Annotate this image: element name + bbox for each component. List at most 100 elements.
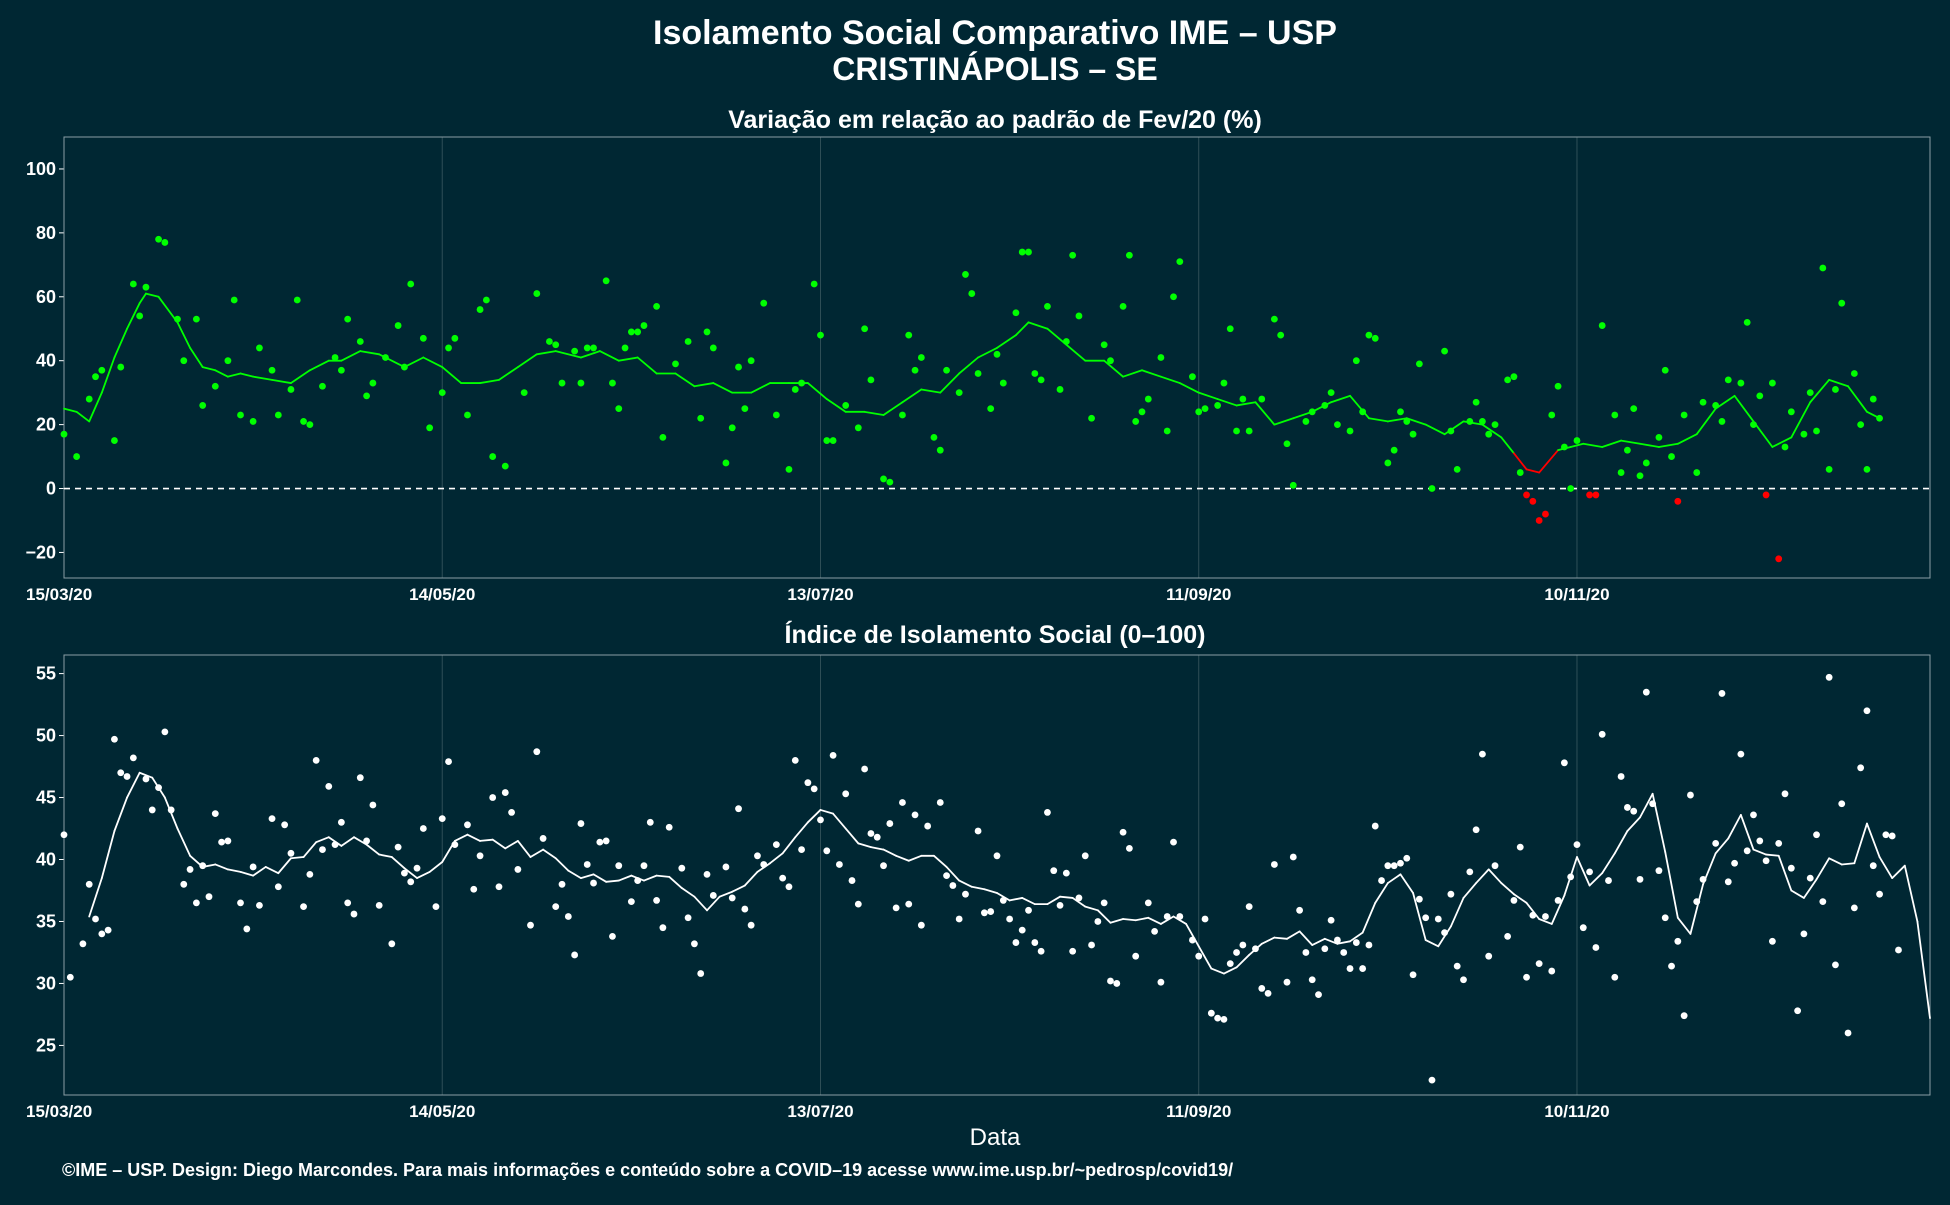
moving-average-segment: [1695, 407, 1717, 436]
variation-point: [1201, 405, 1209, 413]
index-point: [337, 818, 345, 826]
variation-point: [1573, 437, 1581, 444]
moving-average-segment: [1658, 442, 1679, 448]
variation-point: [817, 331, 824, 339]
index-point: [1592, 944, 1600, 951]
moving-average-segment: [1065, 343, 1087, 362]
variation-point: [735, 363, 742, 371]
variation-point: [911, 366, 919, 374]
variation-point: [1075, 312, 1083, 320]
variation-point: [1415, 360, 1423, 368]
variation-point: [1712, 402, 1720, 409]
index-point: [1025, 906, 1032, 914]
index-point: [1661, 914, 1669, 922]
moving-average-segment: [1361, 901, 1377, 934]
moving-average-segment: [466, 833, 481, 842]
index-point: [85, 880, 93, 888]
index-point: [419, 825, 427, 832]
index-point: [993, 852, 1001, 860]
variation-point: [571, 347, 579, 355]
index-point: [1270, 861, 1278, 868]
variation-point: [1289, 481, 1297, 489]
variation-point: [577, 379, 585, 387]
moving-average-segment: [819, 809, 834, 815]
moving-average-segment: [176, 321, 191, 349]
variation-point: [1371, 334, 1379, 342]
index-point: [1535, 960, 1543, 968]
variation-point: [1327, 389, 1335, 397]
moving-average-segment: [1525, 901, 1541, 920]
moving-average-segment: [416, 871, 431, 879]
variation-point: [533, 290, 541, 297]
moving-average-segment: [1336, 940, 1351, 945]
variation-point: [287, 386, 295, 393]
moving-average-segment: [958, 356, 979, 375]
panel-border: [63, 654, 1931, 1096]
moving-average-segment: [693, 382, 715, 388]
variation-point: [1781, 443, 1789, 451]
moving-average-segment: [1790, 889, 1805, 899]
index-point: [527, 921, 534, 929]
moving-average-segment: [100, 356, 116, 394]
index-point: [104, 926, 112, 934]
moving-average-segment: [1027, 321, 1049, 330]
index-point: [1523, 973, 1530, 981]
variation-point: [1775, 555, 1783, 563]
variation-point: [363, 392, 370, 400]
moving-average-segment: [479, 378, 500, 384]
variation-point: [111, 437, 118, 444]
y-tick-label: 80: [36, 223, 56, 243]
variation-point: [92, 373, 99, 381]
index-point: [684, 914, 692, 922]
index-point: [1491, 862, 1499, 870]
variation-point: [810, 280, 818, 288]
variation-point: [590, 344, 597, 352]
moving-average-segment: [1475, 868, 1490, 884]
y-tick-label: 20: [36, 415, 56, 435]
variation-point: [1119, 302, 1127, 310]
index-point: [1756, 837, 1764, 845]
variation-point: [1485, 430, 1493, 438]
index-point: [1321, 945, 1329, 953]
index-point: [1630, 807, 1638, 815]
index-point: [1352, 939, 1360, 946]
moving-average-segment: [290, 369, 311, 384]
moving-average-segment: [806, 382, 828, 400]
moving-average-segment: [1399, 873, 1414, 894]
variation-point: [1195, 408, 1203, 416]
index-point: [817, 816, 824, 824]
index-point: [1617, 773, 1625, 780]
variation-point: [1523, 491, 1530, 499]
variation-point: [1819, 264, 1827, 272]
variation-point: [640, 322, 648, 329]
moving-average-segment: [958, 879, 973, 888]
variation-point: [1611, 411, 1619, 419]
index-point: [1245, 903, 1253, 911]
moving-average-segment: [617, 356, 639, 362]
index-point: [1037, 947, 1045, 955]
moving-average-segment: [1462, 882, 1478, 899]
moving-average-segment: [1601, 439, 1623, 448]
moving-average-segment: [920, 388, 942, 394]
index-point: [722, 863, 730, 871]
variation-point: [621, 344, 629, 352]
moving-average-segment: [1235, 401, 1257, 407]
variation-point: [1138, 408, 1146, 416]
main-title: Isolamento Social Comparativo IME – USP: [653, 14, 1337, 52]
index-point: [1044, 809, 1051, 816]
variation-point: [1302, 418, 1310, 425]
index-point: [186, 866, 194, 873]
variation-point: [199, 402, 207, 409]
moving-average-segment: [806, 809, 822, 824]
index-point: [867, 830, 875, 837]
variation-point: [943, 366, 950, 374]
index-point: [1315, 991, 1322, 999]
variation-point: [659, 433, 667, 441]
variation-point: [672, 360, 679, 368]
variation-point: [344, 315, 352, 323]
index-point: [300, 903, 307, 911]
moving-average-segment: [1008, 897, 1024, 902]
index-point: [92, 915, 99, 923]
moving-average-segment: [598, 350, 620, 362]
moving-average-segment: [592, 873, 608, 883]
